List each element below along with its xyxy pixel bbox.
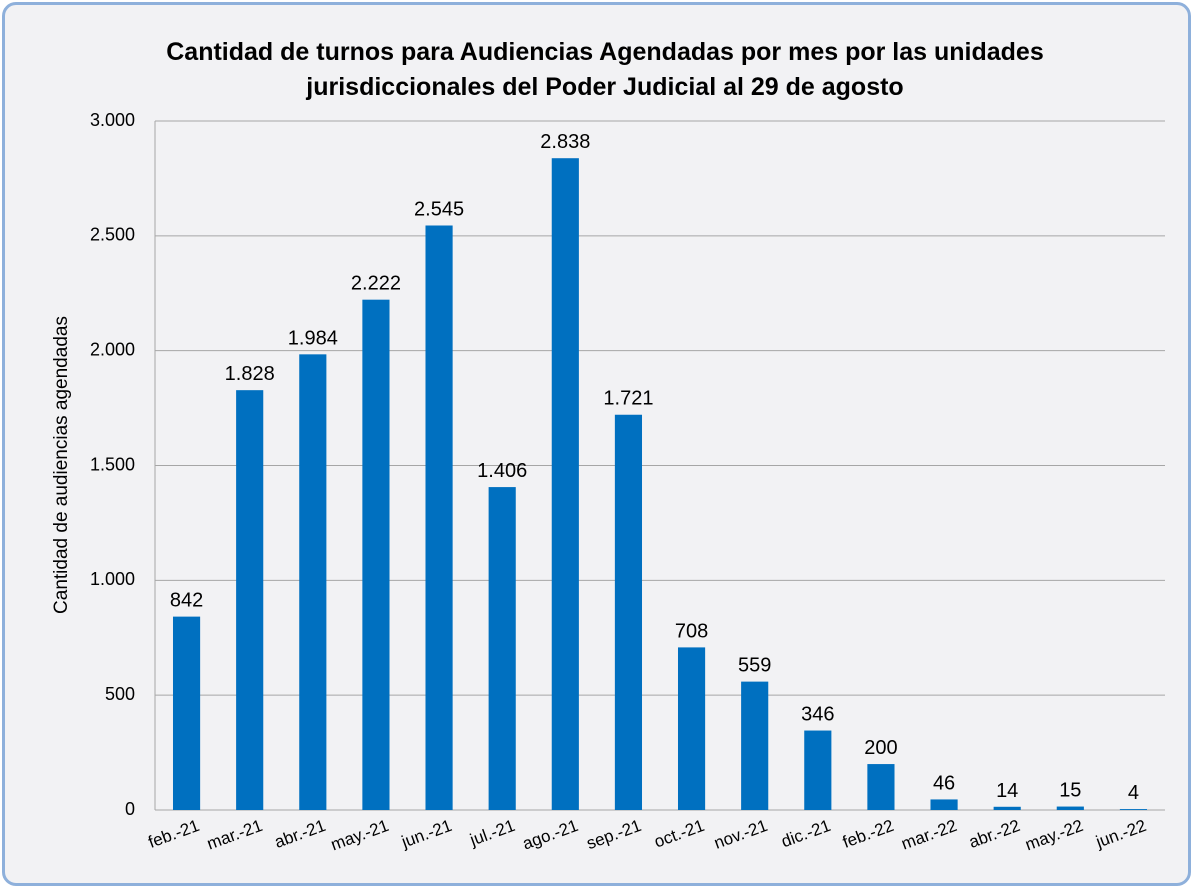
value-label: 708 — [675, 620, 708, 642]
y-tick-label: 0 — [125, 799, 135, 819]
value-label: 4 — [1128, 782, 1139, 804]
y-tick-label: 1.500 — [90, 454, 135, 474]
y-tick-label: 500 — [105, 684, 135, 704]
value-label: 842 — [170, 590, 203, 612]
value-label: 200 — [864, 737, 897, 759]
y-tick-label: 2.500 — [90, 225, 135, 245]
bar — [993, 806, 1021, 810]
bar — [172, 616, 201, 810]
x-tick-label: abr.-21 — [272, 816, 328, 852]
x-tick-label: sep.-21 — [584, 816, 644, 853]
bar — [236, 390, 264, 810]
y-tick-label: 1.000 — [90, 569, 135, 589]
bar — [930, 799, 958, 810]
bar — [1056, 806, 1084, 810]
bar — [425, 225, 453, 810]
bar — [488, 487, 516, 810]
bar — [804, 730, 832, 810]
x-tick-label: mar.-21 — [204, 816, 265, 854]
bar — [299, 354, 327, 810]
bar — [551, 158, 579, 810]
chart-title: Cantidad de turnos para Audiencias Agend… — [166, 38, 1044, 101]
value-label: 46 — [933, 772, 955, 794]
value-label: 1.721 — [603, 388, 653, 410]
value-label: 15 — [1059, 780, 1081, 802]
x-tick-label: nov.-21 — [711, 816, 770, 853]
x-tick-label: ago.-21 — [520, 816, 581, 854]
x-tick-label: feb.-22 — [840, 816, 896, 852]
x-tick-label: jun.-21 — [398, 816, 454, 852]
x-tick-label: feb.-21 — [146, 816, 202, 852]
value-label: 346 — [801, 704, 834, 726]
value-label: 1.828 — [225, 363, 275, 385]
bar — [867, 764, 895, 810]
bar — [677, 647, 706, 810]
x-tick-label: jul.-21 — [467, 816, 518, 850]
x-tick-label: oct.-21 — [652, 816, 707, 852]
y-axis-label: Cantidad de audiencias agendadas — [51, 316, 72, 614]
value-label: 2.545 — [414, 198, 464, 220]
x-tick-label: mar.-22 — [899, 816, 960, 854]
x-tick-label: abr.-22 — [966, 816, 1022, 852]
x-tick-label: dic.-21 — [779, 816, 833, 851]
value-label: 14 — [996, 780, 1018, 802]
bar — [614, 414, 643, 810]
value-label: 1.406 — [477, 460, 527, 482]
value-label: 1.984 — [288, 327, 338, 349]
x-tick-label: may.-21 — [328, 816, 391, 854]
bar — [741, 681, 769, 810]
x-tick-label: may.-22 — [1023, 816, 1086, 854]
y-tick-label: 2.000 — [90, 339, 135, 359]
bar — [1119, 809, 1148, 810]
x-tick-label: jun.-22 — [1093, 816, 1149, 852]
value-label: 2.222 — [351, 273, 401, 295]
value-label: 559 — [738, 655, 771, 677]
value-label: 2.838 — [540, 131, 590, 153]
y-tick-label: 3.000 — [90, 110, 135, 130]
bar — [362, 299, 390, 810]
